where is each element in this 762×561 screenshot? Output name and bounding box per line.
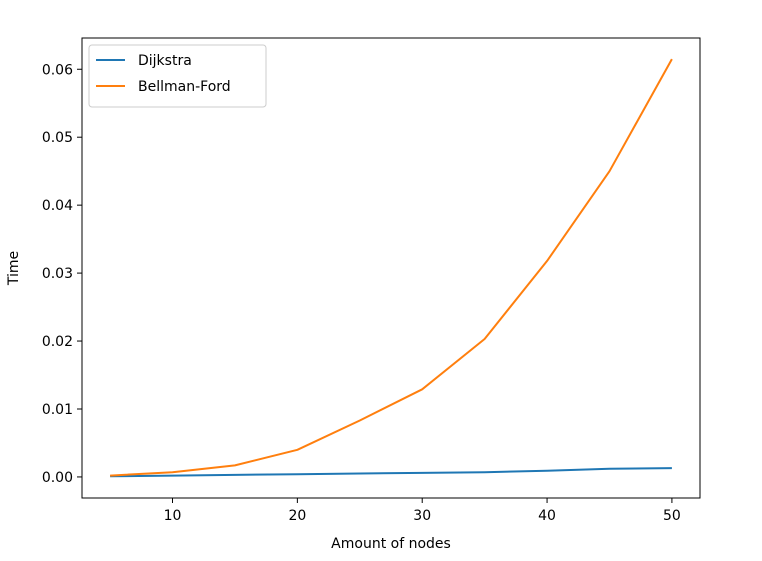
legend: Dijkstra Bellman-Ford [89, 45, 266, 107]
x-tick-label: 20 [288, 508, 306, 524]
y-axis-label: Time [6, 251, 22, 286]
y-tick-label: 0.01 [42, 402, 73, 418]
y-tick-label: 0.03 [42, 266, 73, 282]
x-axis-label: Amount of nodes [331, 536, 451, 552]
y-tick-label: 0.05 [42, 130, 73, 146]
y-tick-label: 0.02 [42, 334, 73, 350]
legend-label: Dijkstra [138, 53, 192, 69]
y-tick-label: 0.04 [42, 198, 73, 214]
x-tick-label: 40 [538, 508, 556, 524]
y-tick-label: 0.00 [42, 470, 73, 486]
x-tick-label: 30 [413, 508, 431, 524]
legend-label: Bellman-Ford [138, 79, 231, 95]
y-tick-label: 0.06 [42, 62, 73, 78]
x-tick-label: 50 [663, 508, 681, 524]
x-tick-label: 10 [164, 508, 182, 524]
